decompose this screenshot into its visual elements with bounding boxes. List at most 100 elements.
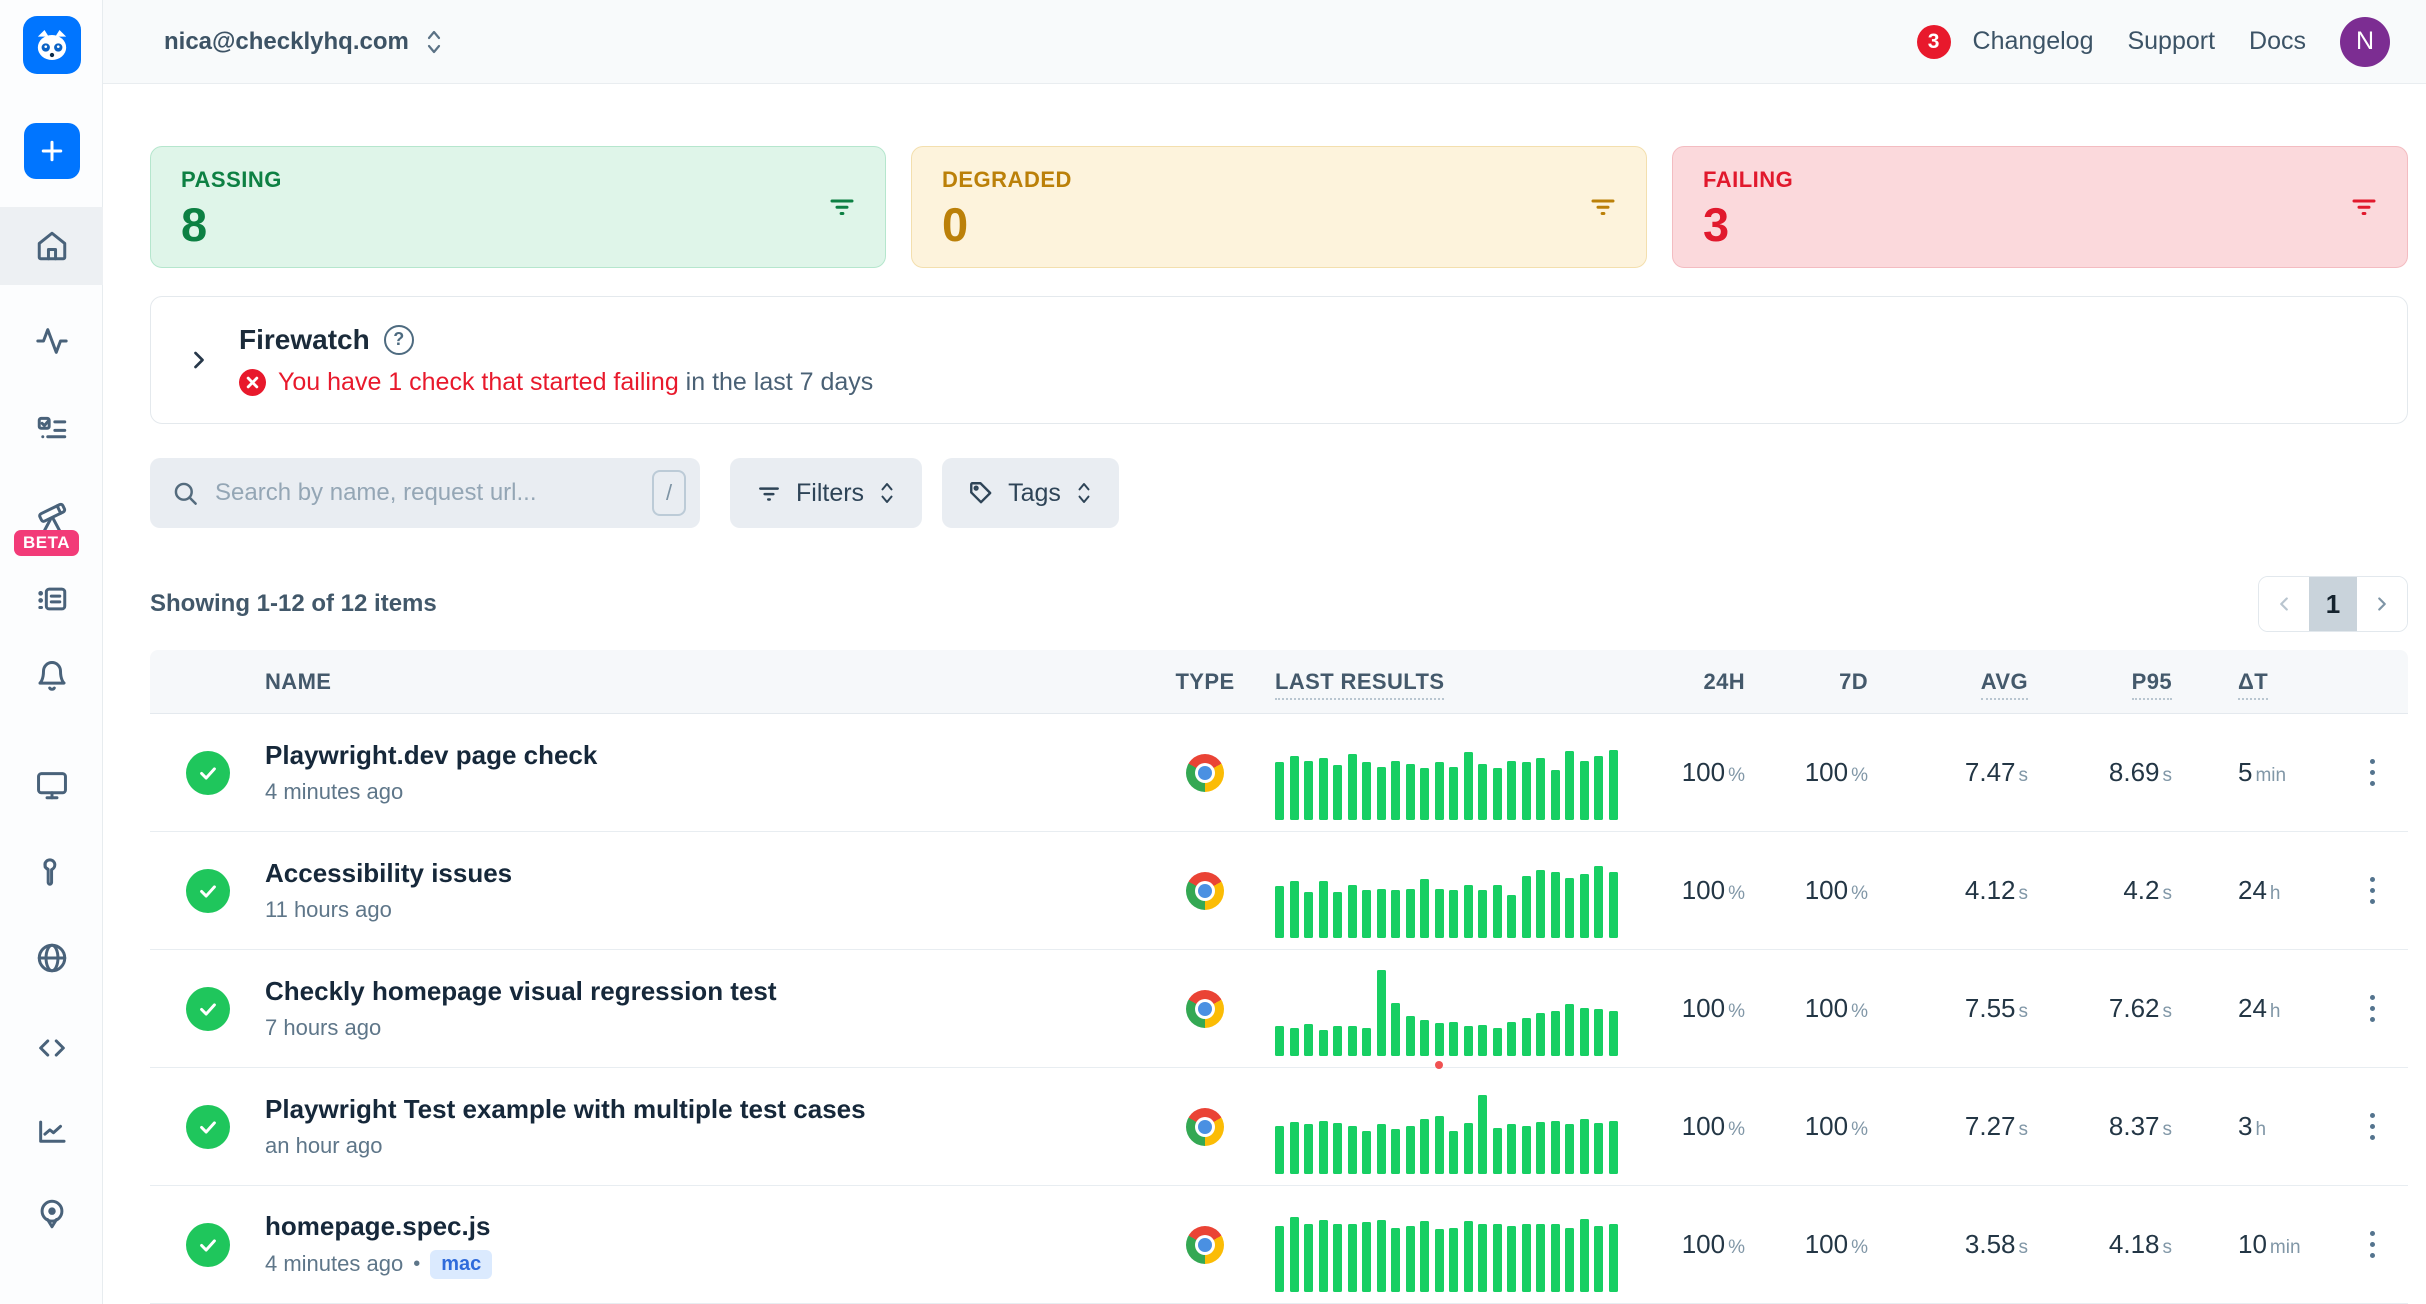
help-icon[interactable]: ? [383,324,414,355]
mac-tag-badge[interactable]: mac [430,1249,493,1279]
tags-label: Tags [1008,478,1061,507]
dot-separator: • [413,1252,421,1275]
plus-icon [41,140,63,162]
passing-status-icon [185,1104,230,1149]
firewatch-alert-text: You have 1 check that started failing in… [278,368,873,397]
col-last-results[interactable]: LAST RESULTS [1275,668,1655,700]
results-bar-chart[interactable] [1275,1080,1655,1174]
sidebar-item-activity[interactable] [0,302,103,380]
sidebar-item-alerts[interactable] [0,637,103,715]
tags-button[interactable]: Tags [942,458,1119,528]
col-name: NAME [265,668,332,694]
p95-value: 8.37 [2108,1111,2160,1141]
col-delta-t[interactable]: ΔT [2202,668,2337,700]
sidebar-item-globe[interactable] [0,919,103,997]
failing-label: FAILING [1703,167,1794,192]
check-name[interactable]: Playwright Test example with multiple te… [265,1094,866,1124]
passing-status-icon [185,750,230,795]
uptime-7d: 100 [1804,993,1849,1023]
next-page-button[interactable] [2357,577,2407,631]
sidebar-item-checks[interactable] [0,390,103,468]
nav-support[interactable]: Support [2127,27,2216,55]
results-bar-chart[interactable] [1275,1198,1655,1292]
check-name[interactable]: Accessibility issues [265,858,513,888]
check-time: an hour ago [265,1133,383,1158]
slash-shortcut-key: / [652,470,686,516]
degraded-count: 0 [942,198,969,251]
wrench-icon [42,858,56,886]
row-menu-kebab-icon[interactable] [2337,987,2408,1030]
sidebar-item-analytics[interactable] [0,1093,103,1171]
passing-count: 8 [181,198,208,251]
chevron-right-icon [2378,597,2386,611]
current-page[interactable]: 1 [2309,577,2357,631]
create-new-button[interactable] [24,123,80,179]
page-content: PASSING 8 DEGRADED 0 FAILING 3 [103,84,2426,1304]
sidebar-item-monitors[interactable] [0,746,103,824]
check-name[interactable]: Playwright.dev page check [265,740,598,770]
check-name[interactable]: Checkly homepage visual regression test [265,976,777,1006]
results-bar-chart[interactable] [1275,962,1655,1069]
home-icon [37,231,66,261]
avg-value: 7.27 [1964,1111,2016,1141]
nav-docs[interactable]: Docs [2249,27,2306,55]
checklist-icon [37,416,66,439]
passing-status-icon [185,1222,230,1267]
log-icon [37,587,66,611]
results-bar-chart[interactable] [1275,844,1655,938]
search-input[interactable] [215,479,652,507]
sidebar-item-code[interactable] [0,1009,103,1087]
chevron-up-down-icon [881,483,893,503]
avg-value: 4.12 [1964,875,2016,905]
chevron-left-icon [2280,597,2288,611]
row-menu-kebab-icon[interactable] [2337,1105,2408,1148]
changelog-count-badge[interactable]: 3 [1916,24,1951,59]
topbar: nica@checklyhq.com 3 Changelog Support D… [103,0,2426,84]
avatar[interactable]: N [2340,16,2390,67]
prev-page-button[interactable] [2259,577,2309,631]
row-menu-kebab-icon[interactable] [2337,869,2408,912]
table-row[interactable]: Checkly homepage visual regression test 7… [150,950,2408,1069]
raccoon-icon [37,30,67,60]
sidebar-item-telescope-beta[interactable]: BETA [0,478,103,556]
sidebar: BETA [0,0,103,1304]
col-avg[interactable]: AVG [1898,668,2058,700]
beta-badge: BETA [14,530,80,556]
expand-chevron-icon[interactable] [185,346,213,374]
nav-changelog[interactable]: Changelog [1972,27,2094,55]
col-7d[interactable]: 7D [1839,668,1868,694]
error-icon [239,368,266,396]
interval-value: 3 [2238,1111,2253,1141]
col-p95[interactable]: P95 [2058,668,2202,700]
chrome-icon [1186,753,1224,792]
table-row[interactable]: Playwright.dev page check 4 minutes ago 1… [150,714,2408,832]
filter-icon[interactable] [827,191,857,221]
p95-value: 8.69 [2108,757,2160,787]
filters-button[interactable]: Filters [730,458,923,528]
account-switcher[interactable]: nica@checklyhq.com [164,28,445,56]
row-menu-kebab-icon[interactable] [2337,1223,2408,1266]
col-24h[interactable]: 24H [1703,668,1745,694]
check-name[interactable]: homepage.spec.js [265,1210,491,1241]
filter-icon[interactable] [1588,191,1618,221]
table-row[interactable]: Playwright Test example with multiple te… [150,1068,2408,1186]
sidebar-item-logs[interactable] [0,560,103,638]
sidebar-item-maintenance[interactable] [0,835,103,913]
sidebar-item-home[interactable] [0,207,103,285]
degraded-card[interactable]: DEGRADED 0 [911,146,1647,268]
avg-value: 7.47 [1964,757,2016,787]
p95-value: 4.2 [2123,875,2160,905]
failing-card[interactable]: FAILING 3 [1672,146,2408,268]
interval-value: 10 [2238,1229,2267,1259]
chevron-up-down-icon [1078,483,1090,503]
sidebar-item-locations[interactable] [0,1175,103,1253]
filter-icon[interactable] [2349,191,2379,221]
check-time: 4 minutes ago [265,1251,404,1276]
row-menu-kebab-icon[interactable] [2337,751,2408,794]
passing-card[interactable]: PASSING 8 [150,146,886,268]
interval-value: 24 [2238,993,2267,1023]
table-row[interactable]: Accessibility issues 11 hours ago 100% 10… [150,832,2408,950]
checkly-logo[interactable] [23,16,81,74]
table-row[interactable]: homepage.spec.js 4 minutes ago • mac 100% 1… [150,1186,2408,1304]
results-bar-chart[interactable] [1275,726,1655,820]
